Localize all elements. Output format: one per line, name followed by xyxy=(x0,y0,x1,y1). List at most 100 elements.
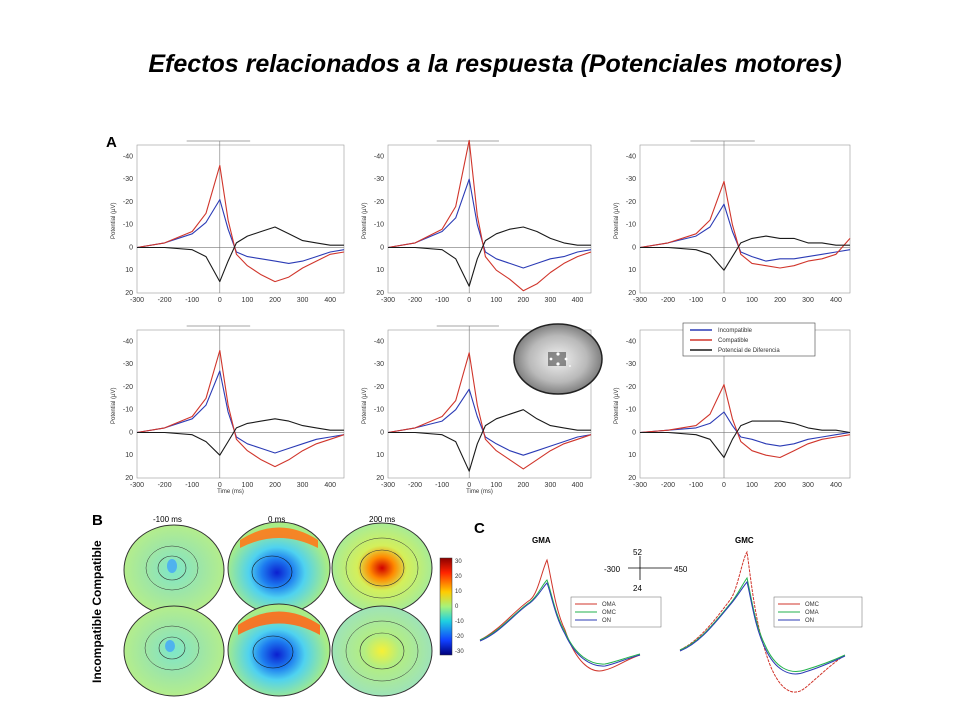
y-tick-label: 10 xyxy=(628,452,636,459)
topomap-contour xyxy=(251,555,293,589)
x-tick-label: -300 xyxy=(633,297,647,304)
x-tick-label: -300 xyxy=(130,482,144,489)
x-tick-label: 100 xyxy=(746,482,758,489)
legend-label: OMC xyxy=(805,602,820,608)
x-tick-label: -300 xyxy=(381,482,395,489)
y-tick-label: 20 xyxy=(125,290,133,297)
topomap xyxy=(331,522,433,614)
y-axis-label: Potential (µV) xyxy=(614,203,620,239)
y-tick-label: 20 xyxy=(376,475,384,482)
plot-frame xyxy=(387,329,592,479)
electrode-dot xyxy=(556,362,560,366)
x-axis-label: Time (ms) xyxy=(466,489,493,495)
x-tick-label: 400 xyxy=(830,297,842,304)
x-tick-label: 400 xyxy=(572,482,584,489)
colorbar-tick: 10 xyxy=(455,589,462,595)
y-tick-label: -20 xyxy=(123,199,133,206)
x-tick-label: 0 xyxy=(218,297,222,304)
y-tick-label: -20 xyxy=(374,384,384,391)
topomap-contour xyxy=(144,625,200,671)
y-axis-label: Potential (µV) xyxy=(614,388,620,424)
legend-label-difference: Potencial de Diferencia xyxy=(718,348,780,354)
series-line-incompatible xyxy=(387,388,592,456)
head-region-highlight xyxy=(548,352,566,366)
y-axis-label: Potential (µV) xyxy=(362,203,368,239)
x-tick-label: 0 xyxy=(218,482,222,489)
x-tick-label: 100 xyxy=(490,297,502,304)
series-line-compatible xyxy=(639,180,851,269)
plot-frame xyxy=(136,329,345,479)
series-line-compatible xyxy=(136,164,345,283)
time-label-200: 200 ms xyxy=(369,515,395,524)
panel-a-label: A xyxy=(106,134,117,151)
x-tick-label: -100 xyxy=(435,482,449,489)
topomap-contour xyxy=(252,635,294,669)
topomap-contour xyxy=(345,620,419,682)
topomap-contour xyxy=(359,632,405,670)
y-tick-label: -30 xyxy=(374,361,384,368)
series-line-incompatible xyxy=(639,411,851,447)
x-tick-label: 100 xyxy=(746,297,758,304)
colorbar-tick: -30 xyxy=(455,649,464,655)
x-tick-label: 200 xyxy=(774,297,786,304)
y-tick-label: 0 xyxy=(129,244,133,251)
trace-oma xyxy=(479,558,641,672)
x-tick-label: -300 xyxy=(633,482,647,489)
x-tick-label: -200 xyxy=(408,297,422,304)
y-tick-label: 0 xyxy=(380,244,384,251)
x-axis-label: Time (ms) xyxy=(217,489,244,495)
x-tick-label: 300 xyxy=(545,482,557,489)
electrode-head-inset xyxy=(513,323,603,395)
x-tick-label: 300 xyxy=(297,297,309,304)
plot-frame xyxy=(639,144,851,294)
topomap-grid xyxy=(123,521,433,697)
y-tick-label: -10 xyxy=(123,222,133,229)
y-axis-label: Potential (µV) xyxy=(111,388,117,424)
colorbar-tick: -10 xyxy=(455,619,464,625)
series-line-incompatible xyxy=(136,370,345,454)
x-tick-label: 300 xyxy=(802,482,814,489)
x-tick-label: 0 xyxy=(722,482,726,489)
colorbar-tick: 30 xyxy=(455,559,462,565)
x-tick-label: 100 xyxy=(490,482,502,489)
y-tick-label: -10 xyxy=(374,407,384,414)
y-tick-label: 0 xyxy=(380,429,384,436)
colorbar-tick: 20 xyxy=(455,574,462,580)
x-tick-label: 400 xyxy=(324,297,336,304)
legend-label-compatible: Compatible xyxy=(718,338,749,344)
y-tick-label: 10 xyxy=(376,452,384,459)
topomap-contour xyxy=(158,636,186,660)
y-tick-label: -20 xyxy=(123,384,133,391)
y-tick-label: 0 xyxy=(632,429,636,436)
trace-oma xyxy=(679,576,846,672)
electrode-dot xyxy=(549,357,553,361)
topomap-contour xyxy=(345,537,419,599)
y-tick-label: 20 xyxy=(628,290,636,297)
x-tick-label: -100 xyxy=(689,482,703,489)
x-tick-label: 0 xyxy=(467,297,471,304)
y-tick-label: -30 xyxy=(626,361,636,368)
panel-b-label: B xyxy=(92,512,103,529)
series-line-compatible xyxy=(639,384,851,459)
topomap-positive-region xyxy=(240,527,318,548)
panel-c-label: C xyxy=(474,520,485,537)
y-tick-label: 0 xyxy=(129,429,133,436)
y-tick-label: 20 xyxy=(125,475,133,482)
y-tick-label: -40 xyxy=(626,153,636,160)
y-tick-label: -40 xyxy=(374,153,384,160)
x-tick-label: 400 xyxy=(830,482,842,489)
x-tick-label: -300 xyxy=(130,297,144,304)
series-line-potencial-de-diferencia xyxy=(137,226,344,283)
topomap-contour xyxy=(359,549,405,587)
y-tick-label: -10 xyxy=(374,222,384,229)
series-line-potencial-de-diferencia xyxy=(640,235,850,271)
x-tick-label: 100 xyxy=(242,297,254,304)
plot-frame xyxy=(136,144,345,294)
x-tick-label: 0 xyxy=(467,482,471,489)
x-tick-label: -200 xyxy=(661,297,675,304)
legend-label-incompatible: Incompatible xyxy=(718,328,753,334)
